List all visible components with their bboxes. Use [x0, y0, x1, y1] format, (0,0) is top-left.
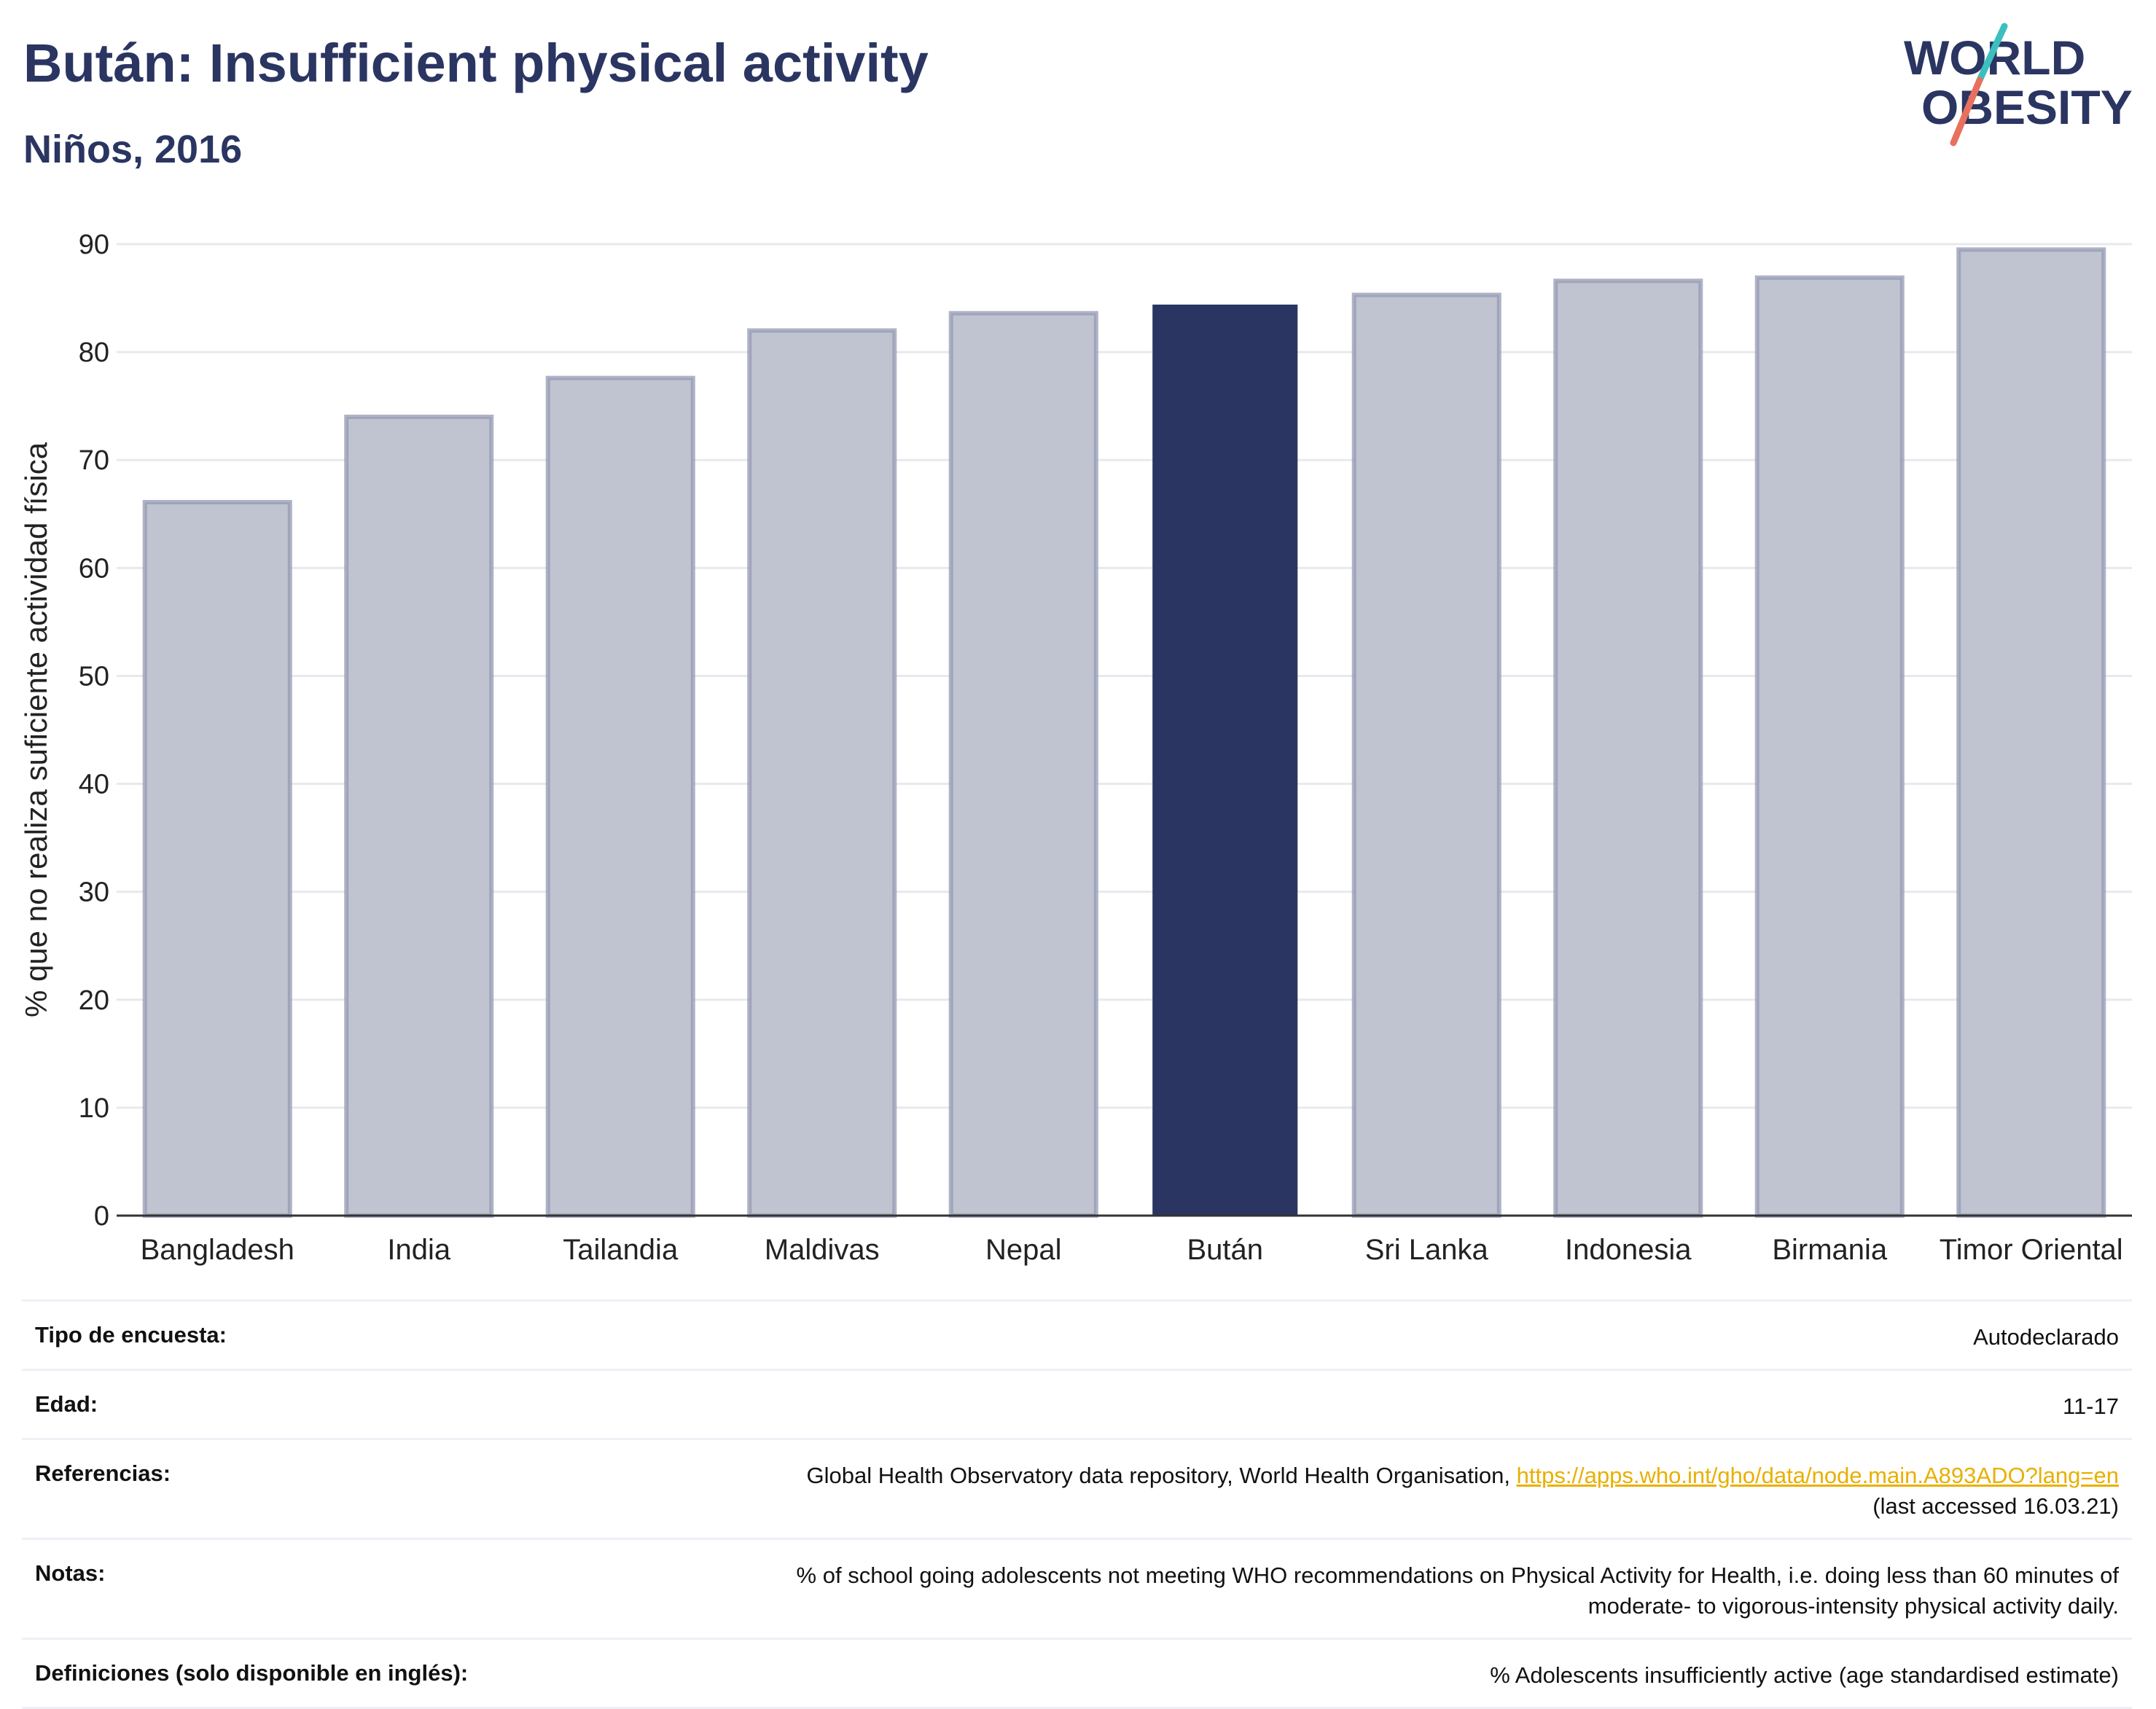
y-tick-label: 30	[79, 877, 109, 908]
info-label: Notas:	[35, 1560, 106, 1586]
reference-accessed: (last accessed 16.03.21)	[1872, 1493, 2119, 1519]
bar-indonesia	[1553, 278, 1703, 1218]
info-table: Tipo de encuesta: Autodeclarado Edad: 11…	[22, 1299, 2132, 1709]
y-tick-label: 90	[79, 230, 109, 260]
x-tick-label: Timor Oriental	[1940, 1234, 2123, 1266]
x-tick-label: Nepal	[985, 1234, 1062, 1266]
info-label: Tipo de encuesta:	[35, 1322, 227, 1348]
x-tick-label: Indonesia	[1565, 1234, 1692, 1266]
info-value: 11-17	[2063, 1393, 2119, 1419]
reference-link[interactable]: https://apps.who.int/gho/data/node.main.…	[1516, 1463, 2119, 1488]
logo-slash-coral-icon	[1950, 77, 1983, 146]
bar-birmania	[1754, 275, 1905, 1219]
x-tick-label: Bután	[1187, 1234, 1263, 1266]
x-tick-label: Birmania	[1772, 1234, 1888, 1266]
logo-line1: WORLD	[1904, 31, 2085, 85]
y-tick-label: 60	[79, 553, 109, 584]
reference-text: Global Health Observatory data repositor…	[806, 1463, 1517, 1488]
x-tick-label: Tailandia	[563, 1234, 679, 1266]
notes-text-line1: % of school going adolescents not meetin…	[796, 1563, 2119, 1588]
info-value: % of school going adolescents not meetin…	[797, 1560, 2119, 1622]
bar-maldivas	[747, 328, 897, 1218]
logo-line2: OBESITY	[1921, 80, 2133, 134]
bar-nepal	[948, 310, 1098, 1218]
x-tick-label: Maldivas	[765, 1234, 880, 1266]
bar-chart: 0 10 20 30 40 50 60 70 80 90 Bangladesh India Taila…	[19, 230, 2132, 1266]
y-tick-label: 40	[79, 770, 109, 800]
x-tick-label: Bangladesh	[141, 1234, 294, 1266]
bar-tailandia	[545, 375, 695, 1218]
y-tick-label: 80	[79, 337, 109, 368]
logo-slash-teal-icon	[1976, 23, 2008, 84]
x-axis-ticks: Bangladesh India Tailandia Maldivas Nepal But…	[141, 1234, 2123, 1266]
y-tick-label: 0	[94, 1201, 109, 1232]
bar-bután	[1152, 304, 1298, 1216]
bar-bangladesh	[142, 499, 292, 1219]
page-title: Bután: Insufficient physical activity	[23, 33, 929, 93]
info-row-references: Referencias: Global Health Observatory d…	[22, 1438, 2132, 1538]
info-value: Autodeclarado	[1973, 1324, 2119, 1350]
page-subtitle: Niños, 2016	[23, 128, 243, 171]
y-axis-label: % que no realiza suficiente actividad fí…	[19, 442, 53, 1017]
x-tick-label: Sri Lanka	[1365, 1234, 1489, 1266]
world-obesity-logo: WORLD OBESITY	[1904, 23, 2133, 146]
info-row-definitions: Definiciones (solo disponible en inglés)…	[22, 1638, 2132, 1709]
info-row-age: Edad: 11-17	[22, 1369, 2132, 1438]
y-tick-label: 20	[79, 985, 109, 1016]
notes-text-line2: moderate- to vigorous-intensity physical…	[1587, 1593, 2119, 1619]
info-value: % Adolescents insufficiently active (age…	[1490, 1662, 2119, 1688]
bar-sri-lanka	[1351, 292, 1501, 1219]
info-value: Global Health Observatory data repositor…	[807, 1460, 2119, 1522]
y-tick-label: 10	[79, 1093, 109, 1124]
info-row-notes: Notas: % of school going adolescents not…	[22, 1538, 2132, 1638]
y-axis-ticks: 0 10 20 30 40 50 60 70 80 90	[79, 230, 109, 1232]
info-label: Edad:	[35, 1391, 98, 1417]
bar-india	[344, 414, 494, 1218]
info-label: Definiciones (solo disponible en inglés)…	[35, 1660, 469, 1686]
x-tick-label: India	[387, 1234, 450, 1266]
info-row-survey-type: Tipo de encuesta: Autodeclarado	[22, 1299, 2132, 1369]
bars	[142, 247, 2106, 1219]
info-label: Referencias:	[35, 1460, 171, 1486]
y-tick-label: 70	[79, 445, 109, 476]
bar-timor-oriental	[1956, 247, 2106, 1219]
y-tick-label: 50	[79, 661, 109, 692]
